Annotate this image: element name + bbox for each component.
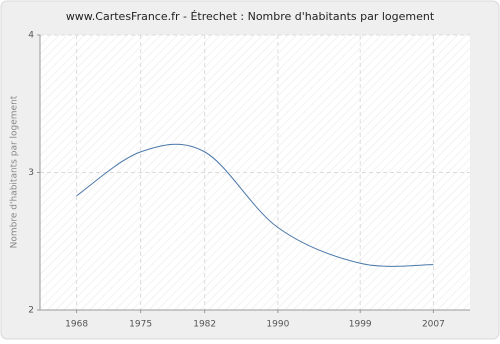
y-tick-label: 3 xyxy=(28,168,34,178)
y-tick-label: 4 xyxy=(28,31,34,41)
x-tick-label: 1990 xyxy=(266,320,289,330)
x-tick-label: 1968 xyxy=(65,320,88,330)
data-line xyxy=(76,143,434,267)
x-tick-label: 1975 xyxy=(129,320,152,330)
chart-title: www.CartesFrance.fr - Étrechet : Nombre … xyxy=(66,10,435,23)
y-axis-label: Nombre d'habitants par logement xyxy=(10,95,20,248)
y-tick-label: 2 xyxy=(28,306,34,316)
x-tick-label: 2007 xyxy=(422,320,445,330)
x-tick-label: 1982 xyxy=(193,320,216,330)
x-tick-label: 1999 xyxy=(349,320,372,330)
